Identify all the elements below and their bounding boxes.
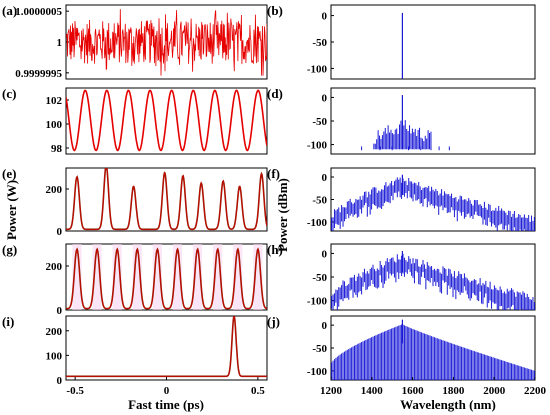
y-tick-label: -100 bbox=[307, 366, 328, 378]
y-tick-label: 100 bbox=[46, 350, 63, 362]
pulse-shade bbox=[233, 244, 243, 310]
pulse-shade bbox=[213, 244, 223, 310]
panel-label: (c) bbox=[2, 86, 16, 101]
pulse-shade bbox=[172, 244, 183, 310]
time-trace bbox=[66, 89, 267, 152]
panel-j: 0 -50 -100 (j) bbox=[267, 314, 536, 381]
y-tick-label: 0 bbox=[322, 92, 328, 104]
y-tick-label: 0 bbox=[322, 11, 328, 23]
panel-label: (h) bbox=[267, 242, 283, 257]
panel-e: 200 0 (e) bbox=[2, 166, 268, 238]
left-ylabel: Power (W) bbox=[4, 180, 19, 240]
plot-frame bbox=[65, 87, 268, 155]
panel-label: (e) bbox=[2, 166, 16, 181]
y-tick-label: 0 bbox=[322, 172, 328, 184]
plot-frame bbox=[65, 243, 268, 311]
pulse-shade bbox=[132, 244, 142, 310]
y-tick-label: 200 bbox=[46, 326, 63, 338]
y-tick-label: 98 bbox=[51, 143, 63, 155]
y-tick-label: 1 bbox=[57, 37, 63, 49]
panel-a: 1.0000005 1 0.9999995 (a) bbox=[2, 3, 268, 80]
panel-i: 200 100 0 (i) bbox=[2, 314, 268, 387]
y-tick-label: -100 bbox=[307, 140, 328, 152]
panel-f: 0 -50 -100 (f) bbox=[267, 166, 536, 232]
panel-label: (d) bbox=[267, 86, 283, 101]
y-tick-label: 0 bbox=[57, 305, 63, 317]
pulse-shade bbox=[92, 244, 102, 310]
y-tick-label: -100 bbox=[307, 217, 328, 229]
panel-label: (j) bbox=[267, 314, 280, 329]
y-tick-label: 0.9999995 bbox=[15, 68, 62, 80]
x-tick-label: 1600 bbox=[402, 385, 425, 397]
y-tick-label: -50 bbox=[312, 37, 327, 49]
panel-d: 0 -50 -100 (d) bbox=[267, 86, 536, 155]
time-trace bbox=[66, 9, 267, 76]
y-tick-label: 102 bbox=[46, 95, 63, 107]
x-tick-label: 2000 bbox=[483, 385, 506, 397]
y-tick-label: 200 bbox=[46, 261, 63, 273]
y-tick-label: 0 bbox=[57, 375, 63, 387]
plot-frame bbox=[65, 167, 268, 232]
pulse-shade bbox=[192, 244, 203, 310]
y-tick-label: -50 bbox=[312, 116, 327, 128]
x-tick-label: 1800 bbox=[442, 385, 465, 397]
pulse-shade bbox=[152, 244, 162, 310]
x-tick-label: 1200 bbox=[320, 385, 343, 397]
panel-b: 0 -50 -100 (b) bbox=[267, 3, 536, 80]
y-tick-label: 200 bbox=[46, 184, 63, 196]
panels-layer: 1.0000005 1 0.9999995 (a) 0 -50 -100 (b) 102 100 9… bbox=[2, 3, 547, 397]
x-tick-label: 0.5 bbox=[251, 385, 265, 397]
y-tick-label: -100 bbox=[307, 296, 328, 308]
x-tick-label: -0.5 bbox=[66, 385, 84, 397]
time-trace bbox=[66, 168, 267, 231]
pulse-shade bbox=[253, 244, 263, 310]
right-xlabel: Wavelength (nm) bbox=[400, 397, 496, 412]
y-tick-label: 0 bbox=[57, 226, 63, 238]
y-tick-label: -50 bbox=[312, 272, 327, 284]
y-tick-label: 100 bbox=[46, 119, 63, 131]
time-trace-overlay bbox=[66, 316, 267, 377]
time-trace-overlay bbox=[66, 168, 267, 230]
panel-label: (f) bbox=[267, 166, 280, 181]
y-tick-label: -100 bbox=[307, 63, 328, 75]
y-tick-label: 0 bbox=[322, 248, 328, 260]
panel-h: 0 -50 -100 (h) bbox=[267, 242, 536, 311]
panel-c: 102 100 98 (c) bbox=[2, 86, 268, 155]
pulse-shade bbox=[72, 244, 82, 310]
time-trace-overlay bbox=[66, 248, 267, 310]
pulse-shade bbox=[112, 244, 122, 310]
x-tick-label: 0 bbox=[164, 385, 170, 397]
plot-frame bbox=[330, 4, 536, 80]
panel-label: (a) bbox=[2, 3, 17, 18]
panel-label: (b) bbox=[267, 3, 283, 18]
y-tick-label: -50 bbox=[312, 195, 327, 207]
y-tick-label: -50 bbox=[312, 343, 327, 355]
x-tick-label: 1400 bbox=[361, 385, 384, 397]
y-tick-label: 0 bbox=[322, 320, 328, 332]
panel-label: (i) bbox=[2, 314, 14, 329]
x-tick-label: 2200 bbox=[524, 385, 547, 397]
left-xlabel: Fast time (ps) bbox=[128, 397, 204, 412]
plot-frame bbox=[330, 87, 536, 155]
y-tick-label: 1.0000005 bbox=[15, 6, 62, 18]
right-ylabel: Power (dBm) bbox=[275, 178, 290, 252]
panel-label: (g) bbox=[2, 242, 17, 257]
panel-g: 200 0 (g) bbox=[2, 242, 268, 317]
